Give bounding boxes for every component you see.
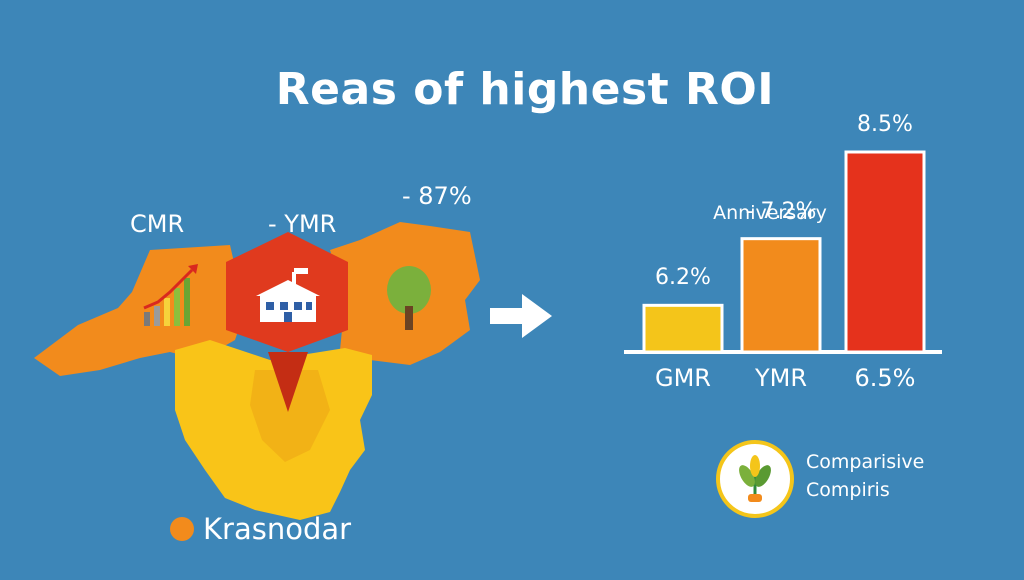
chart-svg [624,150,942,354]
chart-annotation: Anniversary [713,202,827,224]
bar-0 [642,303,724,354]
map-region-west [34,245,245,376]
bar-value-label-1: - 7.2% [745,198,817,224]
bar-value-label-2: 8.5% [857,112,913,137]
category-label-2: 6.5% [854,364,916,392]
bar-chart: 6.2% GMR - 7.2% YMR 8.5% 6.5% Anniversary [600,90,980,420]
growth-chart-icon [143,264,198,326]
map-pin-tail [268,352,308,412]
badge-text: Comparisive Compiris [806,448,924,504]
map-region-shade [250,370,330,462]
category-label-0: GMR [655,364,711,392]
badge-circle [716,440,794,518]
bar-value-label-0: 6.2% [655,265,711,291]
bar-1 [740,237,822,354]
legend-dot [170,517,194,541]
map-label-ymr: - YMR [268,210,337,238]
right-arrow-icon [490,294,552,338]
badge-line-1: Comparisive [806,451,925,473]
region-map: CMR - YMR - 87% [34,182,480,520]
wheat-plant-icon [739,455,771,502]
map-label-cmr: CMR [130,210,185,238]
page-title: Reas of highest ROI [275,64,775,115]
factory-icon [256,268,320,322]
bar-2 [844,150,926,354]
badge-line-2: Compiris [806,479,890,501]
tree-icon [387,266,431,330]
map-label-east: - 87% [402,182,472,210]
legend-label: Krasnodar [203,512,352,546]
category-label-1: YMR [754,364,808,392]
